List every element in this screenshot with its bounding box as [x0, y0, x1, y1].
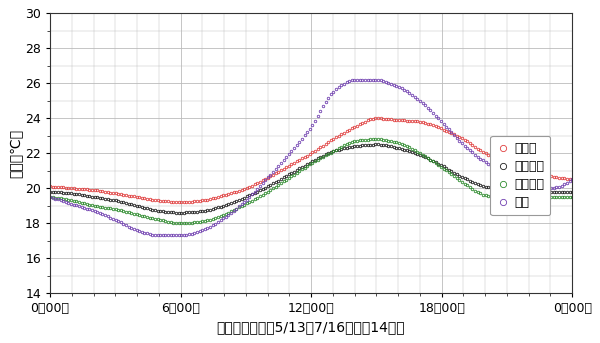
高知 [143, 231, 151, 235]
自然の家 [372, 137, 379, 141]
とろむ [46, 185, 53, 189]
岬観測所 [548, 190, 555, 194]
自然の家 [188, 221, 196, 225]
とろむ [178, 200, 185, 204]
Line: とろむ: とろむ [49, 117, 574, 203]
岬観測所 [372, 142, 379, 146]
Y-axis label: 気温（℃）: 気温（℃） [8, 129, 22, 178]
とろむ [529, 170, 536, 174]
高知 [78, 205, 85, 209]
高知 [353, 78, 361, 82]
高知 [157, 233, 164, 237]
岬観測所 [188, 210, 196, 214]
とろむ [374, 116, 382, 120]
自然の家 [548, 195, 555, 199]
自然の家 [529, 197, 536, 201]
高知 [46, 195, 53, 199]
高知 [569, 177, 576, 181]
高知 [529, 182, 536, 186]
とろむ [67, 186, 74, 190]
自然の家 [67, 198, 74, 202]
Line: 自然の家: 自然の家 [49, 138, 574, 224]
高知 [67, 202, 74, 206]
岬観測所 [178, 211, 185, 215]
Line: 高知: 高知 [49, 79, 574, 237]
とろむ [188, 200, 196, 204]
とろむ [143, 197, 151, 201]
岬観測所 [569, 190, 576, 194]
高知 [548, 186, 555, 190]
岬観測所 [67, 191, 74, 196]
自然の家 [143, 215, 151, 219]
自然の家 [569, 195, 576, 199]
自然の家 [46, 195, 53, 199]
岬観測所 [46, 190, 53, 194]
とろむ [78, 187, 85, 191]
Legend: とろむ, 岬観測所, 自然の家, 高知: とろむ, 岬観測所, 自然の家, 高知 [490, 136, 550, 215]
自然の家 [178, 221, 185, 225]
自然の家 [78, 201, 85, 205]
Line: 岬観測所: 岬観測所 [49, 143, 574, 214]
岬観測所 [78, 193, 85, 197]
とろむ [569, 177, 576, 181]
とろむ [548, 174, 555, 178]
X-axis label: 気温の日変化（5/13－7/16の晴天14日）: 気温の日変化（5/13－7/16の晴天14日） [217, 321, 406, 335]
高知 [188, 232, 196, 236]
岬観測所 [529, 190, 536, 194]
岬観測所 [143, 206, 151, 211]
